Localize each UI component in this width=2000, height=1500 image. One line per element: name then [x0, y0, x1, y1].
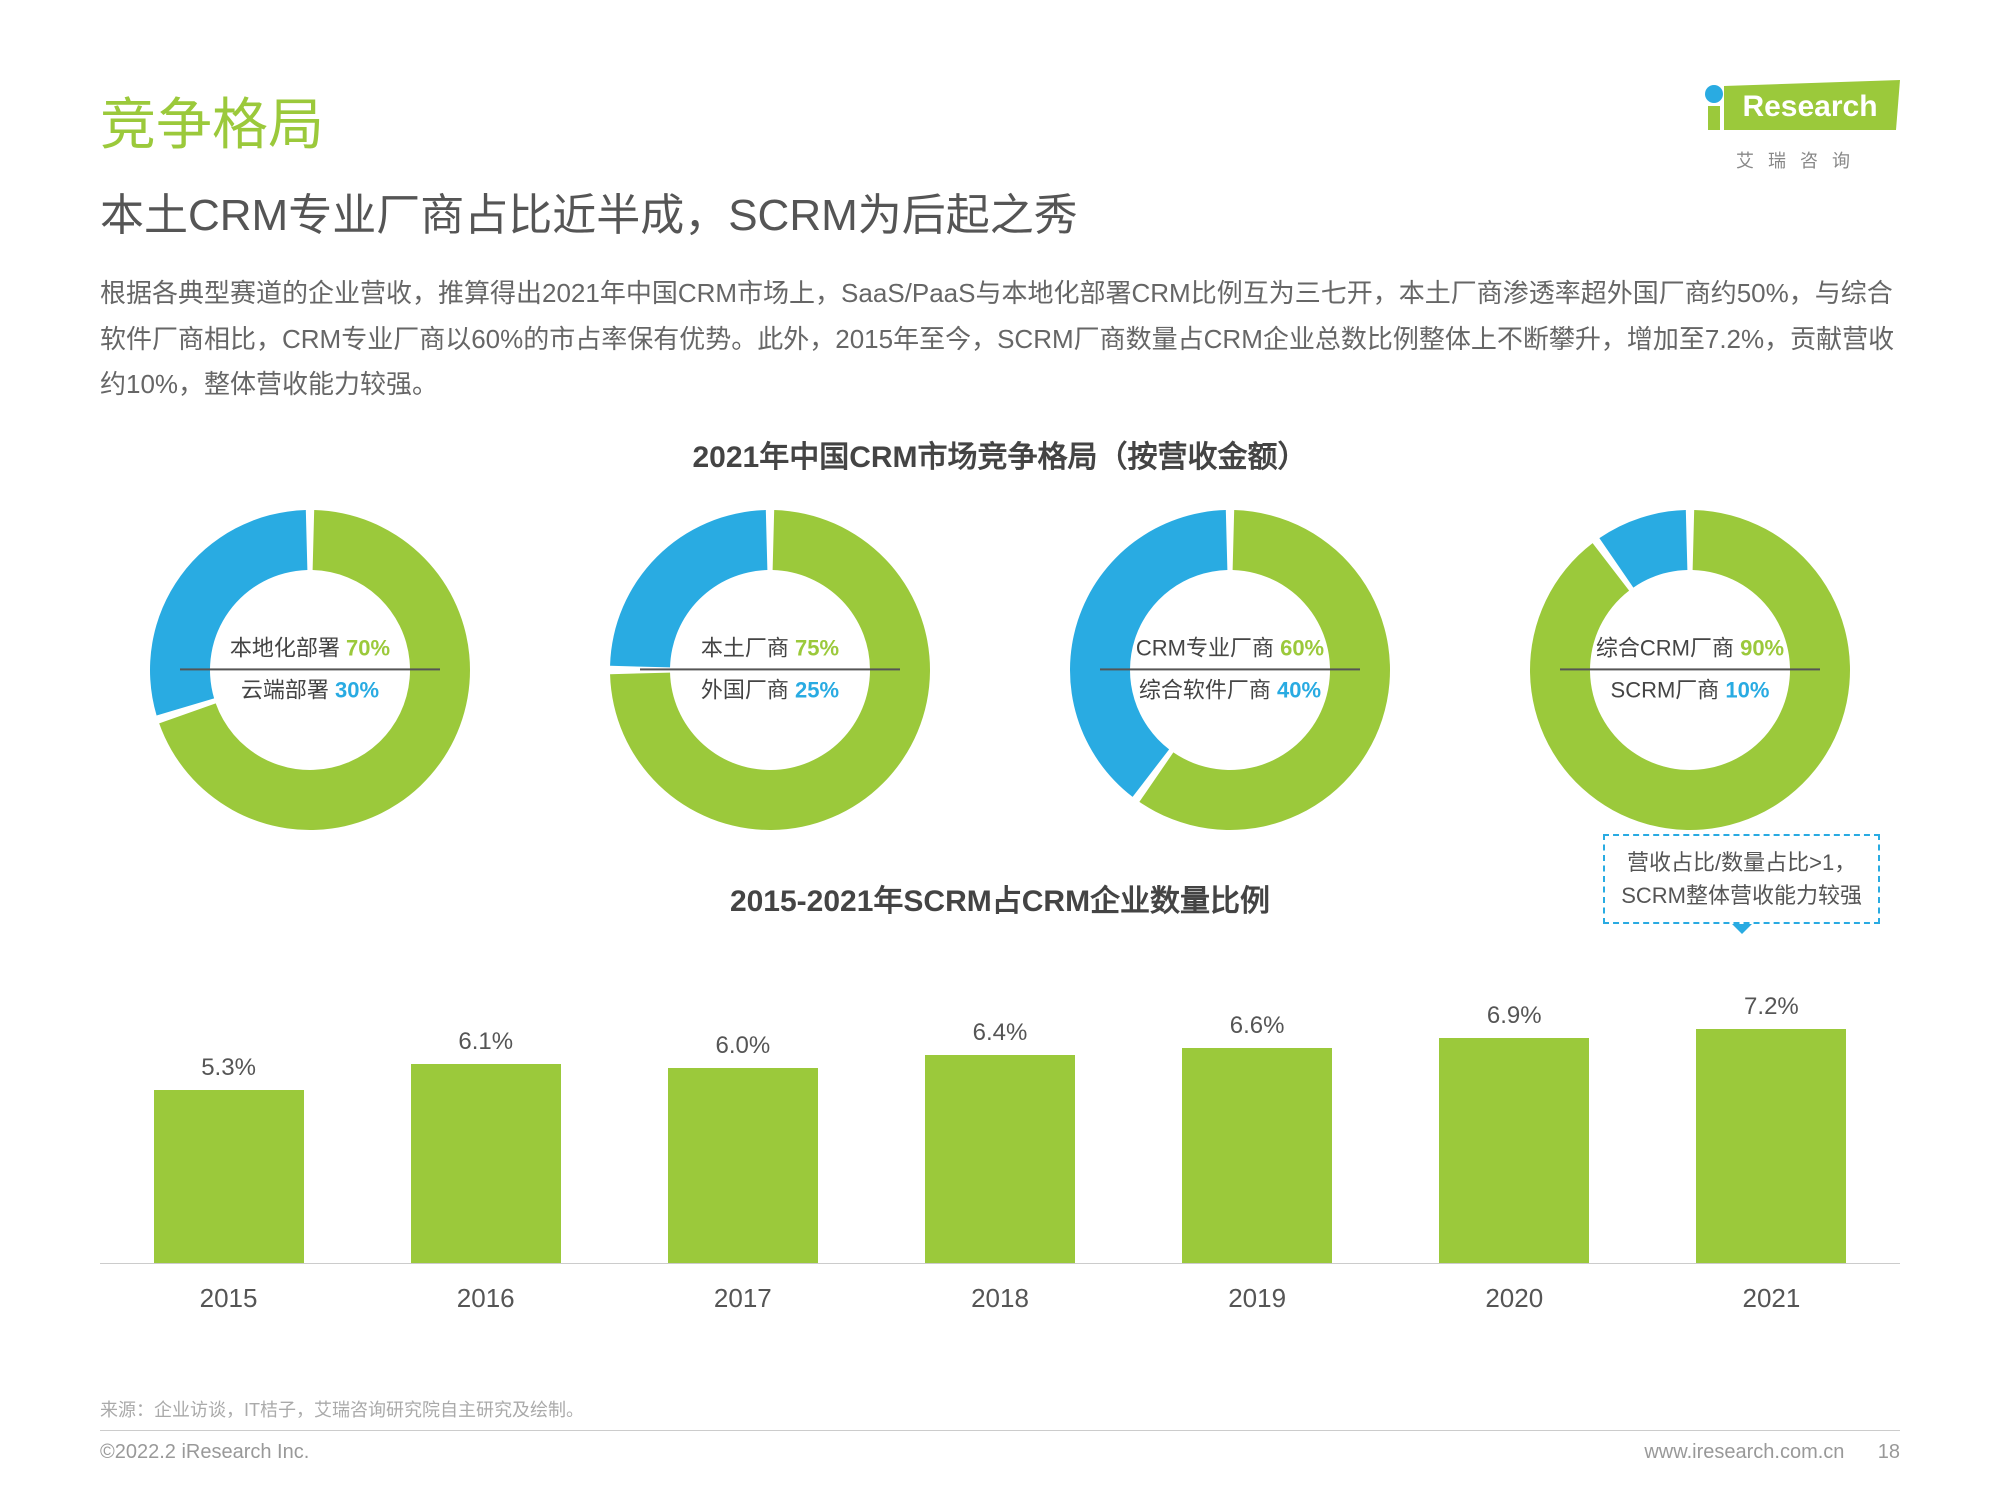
bar-value-label: 6.4% [973, 1019, 1028, 1047]
slice-label: 本土厂商 [701, 635, 795, 660]
page-title: 竞争格局 [100, 80, 1900, 161]
bar-rect [925, 1055, 1075, 1263]
slice-pct: 70% [346, 635, 390, 660]
donut-label-row: 综合软件厂商 40% [1100, 671, 1360, 712]
donut-label-row: 云端部署 30% [180, 671, 440, 712]
donut-center-labels: 综合CRM厂商 90%SCRM厂商 10% [1560, 628, 1820, 711]
slice-pct: 10% [1725, 678, 1769, 703]
callout-box: 营收占比/数量占比>1， SCRM整体营收能力较强 [1603, 834, 1880, 924]
slice-pct: 25% [795, 678, 839, 703]
x-axis-labels: 2015 2016 2017 2018 2019 2020 2021 [100, 1283, 1900, 1314]
slice-label: 本地化部署 [230, 635, 346, 660]
page-subtitle: 本土CRM专业厂商占比近半成，SCRM为后起之秀 [100, 179, 1900, 243]
slice-label: CRM专业厂商 [1136, 635, 1280, 660]
bar-value-label: 7.2% [1744, 993, 1799, 1021]
bar-rect [154, 1090, 304, 1262]
donut-label-row: 本地化部署 70% [180, 628, 440, 671]
bar-value-label: 6.1% [458, 1028, 513, 1056]
bar-rect [411, 1064, 561, 1262]
body-paragraph: 根据各典型赛道的企业营收，推算得出2021年中国CRM市场上，SaaS/PaaS… [100, 271, 1900, 408]
source-note: 来源：企业访谈，IT桔子，艾瑞咨询研究院自主研究及绘制。 [100, 1396, 1900, 1422]
x-tick-label: 2021 [1659, 1283, 1884, 1314]
x-tick-label: 2016 [373, 1283, 598, 1314]
slice-label: 云端部署 [241, 678, 335, 703]
bar-value-label: 6.6% [1230, 1012, 1285, 1040]
donut-chart: 综合CRM厂商 90%SCRM厂商 10% [1480, 500, 1900, 840]
bar-rect [1696, 1029, 1846, 1263]
donut-label-row: CRM专业厂商 60% [1100, 628, 1360, 671]
slice-pct: 40% [1277, 678, 1321, 703]
bar-value-label: 6.0% [715, 1032, 770, 1060]
bar-column: 6.9% [1402, 1002, 1627, 1262]
bar-column: 6.0% [630, 1032, 855, 1263]
bar-rect [1182, 1048, 1332, 1263]
slice-label: 综合CRM厂商 [1596, 635, 1740, 660]
callout-line2: SCRM整体营收能力较强 [1621, 883, 1862, 908]
bar-rect [1439, 1038, 1589, 1262]
callout-line1: 营收占比/数量占比>1， [1627, 850, 1856, 875]
donut-label-row: 综合CRM厂商 90% [1560, 628, 1820, 671]
slice-pct: 90% [1740, 635, 1784, 660]
donut-center-labels: 本土厂商 75%外国厂商 25% [640, 628, 900, 711]
bars-area: 5.3%6.1%6.0%6.4%6.6%6.9%7.2% [100, 1004, 1900, 1264]
bar-rect [668, 1068, 818, 1263]
logo-mark: Research [1700, 80, 1900, 136]
donut-center-labels: CRM专业厂商 60%综合软件厂商 40% [1100, 628, 1360, 711]
logo-subtext: 艾瑞咨询 [1700, 147, 1900, 173]
x-tick-label: 2017 [630, 1283, 855, 1314]
slice-pct: 60% [1280, 635, 1324, 660]
x-tick-label: 2015 [116, 1283, 341, 1314]
bar-column: 7.2% [1659, 993, 1884, 1263]
donut-label-row: 本土厂商 75% [640, 628, 900, 671]
x-tick-label: 2020 [1402, 1283, 1627, 1314]
bar-value-label: 6.9% [1487, 1002, 1542, 1030]
brand-logo: Research 艾瑞咨询 [1700, 80, 1900, 173]
bar-chart: 营收占比/数量占比>1， SCRM整体营收能力较强 5.3%6.1%6.0%6.… [100, 944, 1900, 1324]
bar-column: 5.3% [116, 1054, 341, 1262]
page-footer: 来源：企业访谈，IT桔子，艾瑞咨询研究院自主研究及绘制。 ©2022.2 iRe… [100, 1396, 1900, 1464]
donut-section-title: 2021年中国CRM市场竞争格局（按营收金额） [100, 432, 1900, 476]
bar-column: 6.1% [373, 1028, 598, 1262]
footer-url: www.iresearch.com.cn [1644, 1441, 1844, 1463]
copyright: ©2022.2 iResearch Inc. [100, 1441, 309, 1464]
donut-row: 本地化部署 70%云端部署 30%本土厂商 75%外国厂商 25%CRM专业厂商… [100, 500, 1900, 840]
donut-center-labels: 本地化部署 70%云端部署 30% [180, 628, 440, 711]
slice-label: SCRM厂商 [1611, 678, 1726, 703]
donut-label-row: SCRM厂商 10% [1560, 671, 1820, 712]
slice-pct: 75% [795, 635, 839, 660]
donut-chart: 本土厂商 75%外国厂商 25% [560, 500, 980, 840]
x-tick-label: 2019 [1145, 1283, 1370, 1314]
slice-label: 外国厂商 [701, 678, 795, 703]
donut-label-row: 外国厂商 25% [640, 671, 900, 712]
slice-label: 综合软件厂商 [1139, 678, 1277, 703]
page-number: 18 [1878, 1441, 1900, 1463]
donut-chart: CRM专业厂商 60%综合软件厂商 40% [1020, 500, 1440, 840]
bar-column: 6.4% [887, 1019, 1112, 1263]
donut-chart: 本地化部署 70%云端部署 30% [100, 500, 520, 840]
bar-column: 6.6% [1145, 1012, 1370, 1263]
page-title-text: 竞争格局 [100, 93, 324, 156]
x-tick-label: 2018 [887, 1283, 1112, 1314]
slice-pct: 30% [335, 678, 379, 703]
bar-value-label: 5.3% [201, 1054, 256, 1082]
svg-text:Research: Research [1742, 90, 1877, 123]
